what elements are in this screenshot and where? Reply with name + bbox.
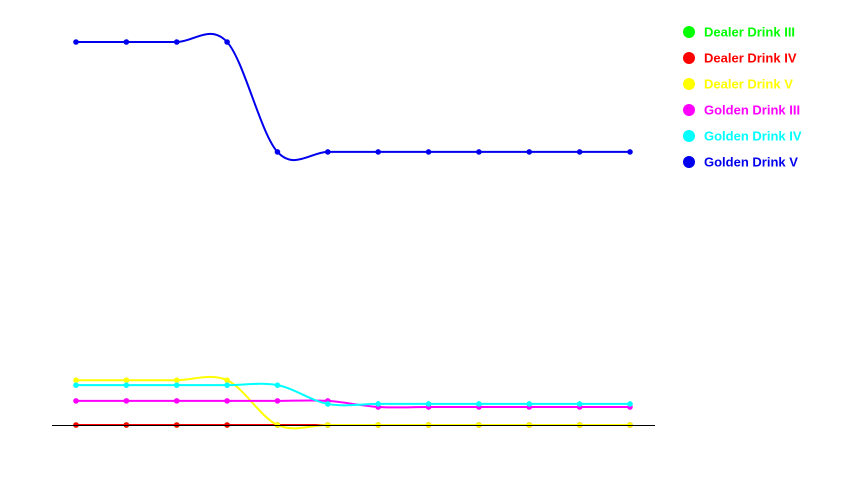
data-point-golden-drink-v-1[interactable] <box>73 39 79 45</box>
data-point-golden-drink-iii-2[interactable] <box>123 398 130 404</box>
series-golden-drink-v <box>73 32 633 162</box>
series-line-golden-drink-iv <box>76 382 630 407</box>
data-point-golden-drink-iv-6[interactable] <box>325 401 331 407</box>
data-point-golden-drink-v-11[interactable] <box>576 149 583 155</box>
data-point-golden-drink-iv-8[interactable] <box>425 401 432 407</box>
legend-item-dealer-drink-iii[interactable]: Dealer Drink III <box>683 25 795 40</box>
legend-label: Dealer Drink V <box>704 77 793 92</box>
legend-label: Dealer Drink IV <box>704 51 797 66</box>
data-point-dealer-drink-v-1[interactable] <box>73 377 79 383</box>
data-point-golden-drink-iv-12[interactable] <box>627 401 633 407</box>
legend-marker <box>683 78 695 90</box>
data-point-dealer-drink-v-3[interactable] <box>173 377 180 383</box>
data-point-golden-drink-iv-7[interactable] <box>375 401 381 407</box>
data-point-golden-drink-v-7[interactable] <box>375 149 381 155</box>
legend-label: Golden Drink V <box>704 155 798 170</box>
series-line-golden-drink-iii <box>76 399 630 409</box>
legend-label: Golden Drink IV <box>704 129 802 144</box>
legend-marker <box>683 130 695 142</box>
series-layer <box>73 32 633 430</box>
data-point-golden-drink-v-3[interactable] <box>173 39 180 45</box>
legend-marker <box>683 26 695 38</box>
data-point-dealer-drink-v-2[interactable] <box>123 377 130 383</box>
data-point-golden-drink-v-8[interactable] <box>425 149 432 155</box>
data-point-golden-drink-v-4[interactable] <box>224 39 230 45</box>
legend-item-dealer-drink-v[interactable]: Dealer Drink V <box>683 77 793 92</box>
data-point-golden-drink-iv-1[interactable] <box>73 382 79 388</box>
data-point-golden-drink-v-12[interactable] <box>627 149 633 155</box>
data-point-golden-drink-iv-11[interactable] <box>576 401 583 407</box>
data-point-golden-drink-iv-2[interactable] <box>123 382 130 388</box>
data-point-golden-drink-iii-1[interactable] <box>73 398 79 404</box>
legend-item-golden-drink-iii[interactable]: Golden Drink III <box>683 103 800 118</box>
data-point-golden-drink-iv-5[interactable] <box>274 382 281 388</box>
legend-item-golden-drink-v[interactable]: Golden Drink V <box>683 155 798 170</box>
data-point-golden-drink-v-2[interactable] <box>123 39 130 45</box>
data-point-golden-drink-iii-3[interactable] <box>173 398 180 404</box>
legend-item-golden-drink-iv[interactable]: Golden Drink IV <box>683 129 802 144</box>
data-point-golden-drink-iv-3[interactable] <box>173 382 180 388</box>
legend-marker <box>683 104 695 116</box>
data-point-golden-drink-iv-9[interactable] <box>476 401 482 407</box>
data-point-golden-drink-iv-4[interactable] <box>224 382 230 388</box>
data-point-golden-drink-iii-5[interactable] <box>274 398 281 404</box>
data-point-dealer-drink-v-4[interactable] <box>224 377 230 383</box>
data-point-golden-drink-v-5[interactable] <box>274 149 281 155</box>
legend-item-dealer-drink-iv[interactable]: Dealer Drink IV <box>683 51 797 66</box>
data-point-golden-drink-iii-4[interactable] <box>224 398 230 404</box>
data-point-golden-drink-v-10[interactable] <box>526 149 533 155</box>
legend-label: Golden Drink III <box>704 103 800 118</box>
data-point-golden-drink-iv-10[interactable] <box>526 401 533 407</box>
data-point-golden-drink-v-6[interactable] <box>325 149 331 155</box>
data-point-golden-drink-v-9[interactable] <box>476 149 482 155</box>
legend-marker <box>683 52 695 64</box>
series-line-golden-drink-v <box>76 32 630 162</box>
legend: Dealer Drink III Dealer Drink IV Dealer Dr… <box>683 25 802 170</box>
series-golden-drink-iv <box>73 382 633 407</box>
legend-marker <box>683 156 695 168</box>
legend-label: Dealer Drink III <box>704 25 795 40</box>
